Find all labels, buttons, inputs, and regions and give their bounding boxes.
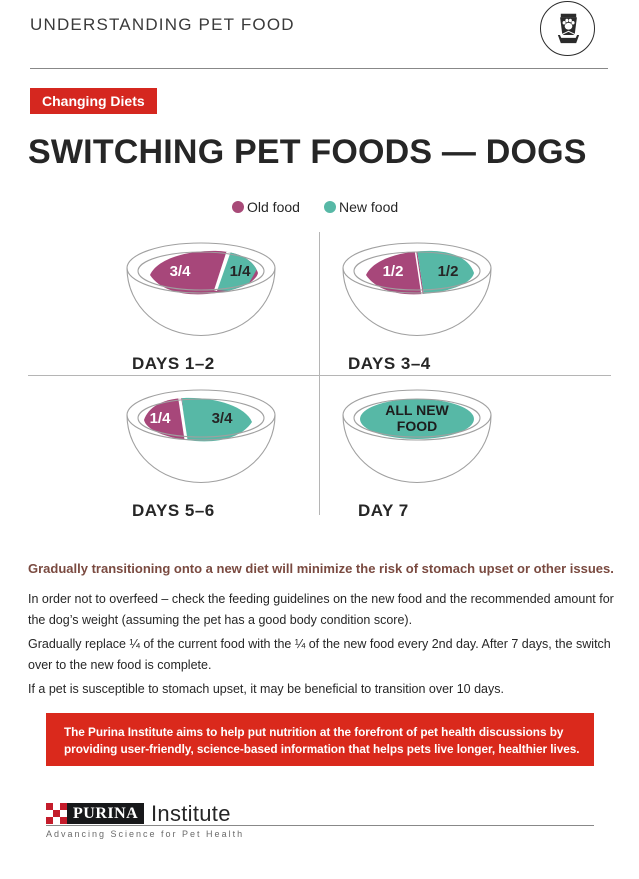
svg-text:FOOD: FOOD xyxy=(397,418,437,434)
svg-text:ALL NEW: ALL NEW xyxy=(385,402,449,418)
